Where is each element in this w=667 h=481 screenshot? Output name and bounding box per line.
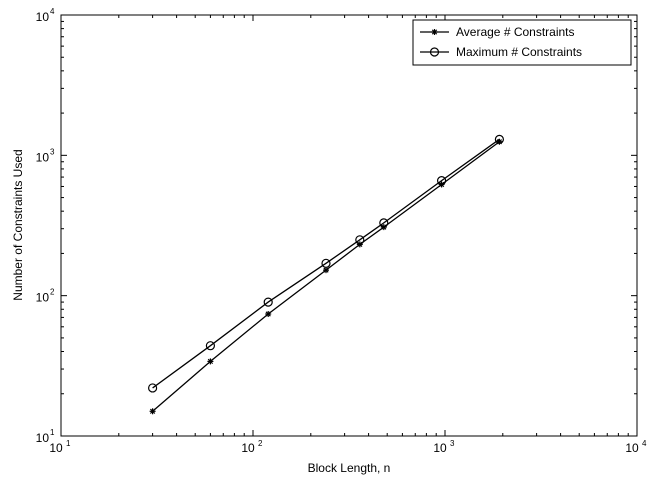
data-point-circle xyxy=(436,176,447,186)
y-tick-exponent: 1 xyxy=(50,428,55,437)
x-tick-exponent: 4 xyxy=(642,439,647,448)
data-point-asterisk xyxy=(323,267,330,274)
x-tick-label: 10 xyxy=(625,441,639,455)
x-tick-label: 10 xyxy=(241,441,255,455)
legend-label-average: Average # Constraints xyxy=(456,25,575,39)
legend: Average # Constraints Maximum # Constrai… xyxy=(412,19,632,66)
y-tick-exponent: 4 xyxy=(50,7,55,16)
legend-marker-average xyxy=(431,29,438,35)
data-point-circle xyxy=(148,383,158,393)
legend-box xyxy=(412,19,632,66)
y-tick-label: 10 xyxy=(36,150,50,164)
y-tick-label: 10 xyxy=(36,431,50,445)
legend-label-maximum: Maximum # Constraints xyxy=(456,45,582,59)
legend-marker-maximum xyxy=(429,47,440,57)
x-axis-label: Block Length, n xyxy=(308,461,391,475)
data-point-asterisk xyxy=(207,358,214,365)
x-tick-exponent: 1 xyxy=(66,439,71,448)
data-point-circle xyxy=(263,297,273,307)
series-layer xyxy=(148,134,504,415)
y-tick-label: 10 xyxy=(36,291,50,305)
data-point-circle xyxy=(205,341,216,351)
data-point-circle xyxy=(355,235,365,245)
series-line-circle xyxy=(152,138,500,389)
x-tick-exponent: 3 xyxy=(450,439,455,448)
data-point-circle xyxy=(379,218,389,228)
x-tick-label: 10 xyxy=(433,441,447,455)
y-axis-label: Number of Constraints Used xyxy=(11,149,25,300)
data-point-asterisk xyxy=(265,311,272,318)
x-tick-label: 10 xyxy=(49,441,63,455)
x-tick-exponent: 2 xyxy=(258,439,263,448)
series-line-asterisk xyxy=(152,141,500,412)
y-tick-label: 10 xyxy=(36,10,50,24)
data-point-circle xyxy=(494,134,504,144)
y-tick-exponent: 3 xyxy=(50,147,55,156)
y-tick-exponent: 2 xyxy=(50,288,55,297)
plot-area xyxy=(60,14,638,437)
data-point-asterisk xyxy=(149,408,156,415)
x-axis: 10 1 10 2 10 3 10 4 xyxy=(49,15,647,455)
data-point-circle xyxy=(321,258,331,268)
